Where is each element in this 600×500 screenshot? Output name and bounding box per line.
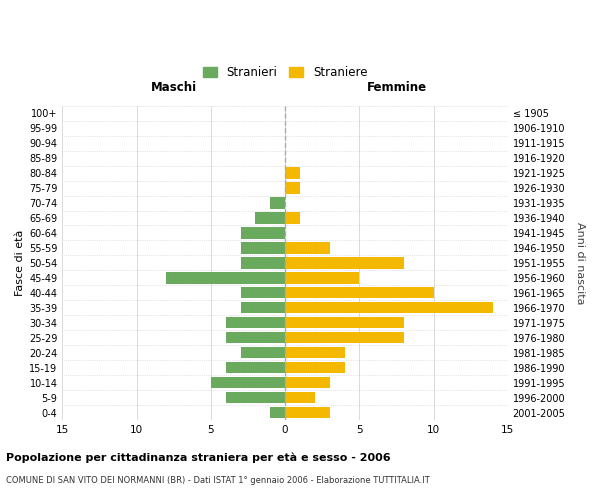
Bar bbox=[226, 317, 285, 328]
Y-axis label: Anni di nascita: Anni di nascita bbox=[575, 222, 585, 304]
Bar bbox=[241, 347, 285, 358]
Bar bbox=[270, 198, 285, 208]
Text: Femmine: Femmine bbox=[367, 80, 427, 94]
Bar bbox=[241, 242, 285, 254]
Bar bbox=[285, 347, 344, 358]
Legend: Stranieri, Straniere: Stranieri, Straniere bbox=[198, 62, 372, 84]
Bar bbox=[285, 392, 315, 404]
Bar bbox=[241, 228, 285, 238]
Text: Popolazione per cittadinanza straniera per età e sesso - 2006: Popolazione per cittadinanza straniera p… bbox=[6, 452, 391, 463]
Bar bbox=[226, 362, 285, 374]
Bar bbox=[285, 287, 434, 298]
Text: Maschi: Maschi bbox=[151, 80, 197, 94]
Y-axis label: Fasce di età: Fasce di età bbox=[15, 230, 25, 296]
Bar bbox=[241, 287, 285, 298]
Bar bbox=[285, 362, 344, 374]
Bar bbox=[166, 272, 285, 283]
Bar bbox=[285, 332, 404, 344]
Bar bbox=[285, 168, 300, 178]
Bar bbox=[256, 212, 285, 224]
Bar bbox=[285, 258, 404, 268]
Text: COMUNE DI SAN VITO DEI NORMANNI (BR) - Dati ISTAT 1° gennaio 2006 - Elaborazione: COMUNE DI SAN VITO DEI NORMANNI (BR) - D… bbox=[6, 476, 430, 485]
Bar bbox=[285, 212, 300, 224]
Bar bbox=[285, 407, 329, 418]
Bar bbox=[241, 302, 285, 314]
Bar bbox=[285, 302, 493, 314]
Bar bbox=[285, 242, 329, 254]
Bar bbox=[285, 377, 329, 388]
Bar bbox=[241, 258, 285, 268]
Bar bbox=[226, 392, 285, 404]
Bar bbox=[285, 272, 359, 283]
Bar bbox=[270, 407, 285, 418]
Bar bbox=[226, 332, 285, 344]
Bar bbox=[211, 377, 285, 388]
Bar bbox=[285, 182, 300, 194]
Bar bbox=[285, 317, 404, 328]
